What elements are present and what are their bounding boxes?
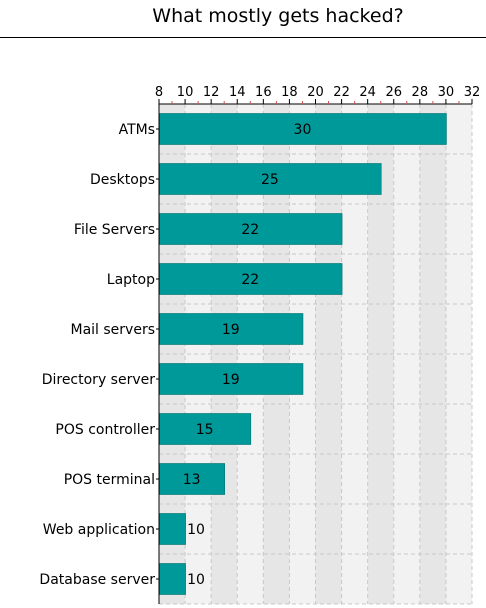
x-tick-label: 22 (333, 85, 350, 100)
x-tick-label: 20 (307, 85, 324, 100)
x-tick-label: 10 (177, 85, 194, 100)
bar (159, 313, 304, 345)
x-tick-label: 8 (155, 85, 163, 100)
data-label: 22 (241, 272, 259, 288)
bar (159, 513, 186, 545)
category-label: ATMs (119, 122, 155, 138)
data-label: 13 (183, 472, 201, 488)
x-tick-label: 24 (359, 85, 376, 100)
data-label: 30 (294, 122, 312, 138)
x-tick-label: 26 (385, 85, 402, 100)
category-label: Desktops (90, 172, 155, 188)
chart-title: What mostly gets hacked? (152, 5, 404, 27)
category-label: Database server (39, 572, 155, 588)
x-tick-label: 28 (412, 85, 429, 100)
bar (159, 163, 382, 195)
bar (159, 113, 447, 145)
x-tick-label: 30 (438, 85, 455, 100)
category-label: Web application (43, 522, 155, 538)
data-label: 25 (261, 172, 279, 188)
category-label: Mail servers (71, 322, 156, 338)
bar (159, 363, 304, 395)
category-label: POS controller (55, 422, 155, 438)
category-label: POS terminal (64, 472, 155, 488)
bar (159, 263, 343, 295)
data-label: 15 (196, 422, 214, 438)
category-label: File Servers (74, 222, 155, 238)
data-label: 10 (187, 522, 205, 538)
x-tick-label: 18 (281, 85, 298, 100)
x-tick-label: 32 (464, 85, 481, 100)
bar (159, 563, 186, 595)
bar (159, 213, 343, 245)
data-label: 10 (187, 572, 205, 588)
bar (159, 463, 226, 495)
x-tick-label: 14 (229, 85, 246, 100)
data-label: 19 (222, 322, 240, 338)
category-label: Directory server (42, 372, 156, 388)
data-label: 22 (241, 222, 259, 238)
bar (159, 413, 252, 445)
data-label: 19 (222, 372, 240, 388)
x-tick-label: 12 (203, 85, 220, 100)
title-bar: What mostly gets hacked? (0, 0, 486, 38)
x-tick-label: 16 (255, 85, 272, 100)
category-label: Laptop (107, 272, 155, 288)
